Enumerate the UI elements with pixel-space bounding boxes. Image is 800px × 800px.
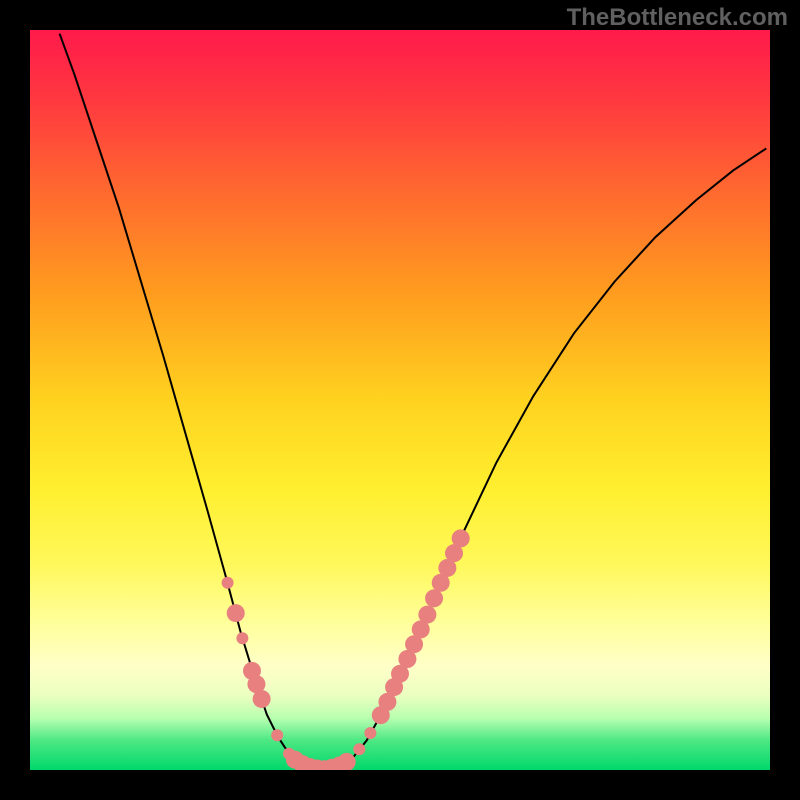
data-marker <box>418 606 436 624</box>
data-marker <box>452 529 470 547</box>
data-marker <box>353 743 365 755</box>
data-marker <box>236 632 248 644</box>
plot-area <box>30 30 770 770</box>
watermark-label: TheBottleneck.com <box>567 4 788 32</box>
data-marker <box>364 727 376 739</box>
data-marker <box>222 577 234 589</box>
data-marker <box>425 589 443 607</box>
data-marker <box>253 690 271 708</box>
chart-svg <box>30 30 770 770</box>
data-marker <box>227 604 245 622</box>
chart-canvas: TheBottleneck.com <box>0 0 800 800</box>
data-marker <box>271 729 283 741</box>
